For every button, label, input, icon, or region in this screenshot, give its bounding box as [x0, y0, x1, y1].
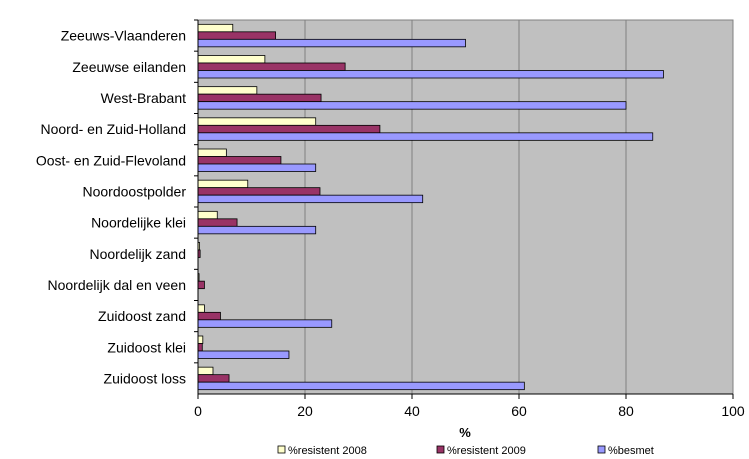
- category-label: West-Brabant: [101, 90, 186, 106]
- bar: [197, 70, 664, 79]
- bar: [197, 304, 205, 313]
- bar: [197, 179, 249, 189]
- bar: [197, 124, 381, 134]
- legend: %resistent 2008 %resistent 2009 %besmet: [277, 445, 654, 457]
- bar: [197, 62, 346, 71]
- bar: [197, 23, 234, 33]
- x-axis-title: %: [459, 425, 471, 440]
- bar: [197, 366, 214, 376]
- x-tick-label: 80: [618, 403, 634, 419]
- x-axis-ticks: 0 20 40 60 80 100: [194, 394, 745, 419]
- bar: [197, 31, 276, 40]
- legend-swatch: [436, 445, 445, 454]
- bar: [197, 225, 317, 235]
- bar: [197, 280, 205, 290]
- category-label: Noordelijk zand: [90, 246, 187, 262]
- category-label: Noord- en Zuid-Holland: [40, 121, 186, 137]
- legend-swatch: [277, 445, 286, 454]
- bar: [197, 86, 258, 95]
- bar: [197, 101, 627, 110]
- bar: [197, 132, 654, 141]
- x-tick-label: 0: [194, 403, 202, 419]
- bar: [197, 210, 218, 220]
- legend-label: %resistent 2008: [288, 445, 367, 457]
- bar: [197, 374, 230, 383]
- category-label: Zuidoost zand: [98, 308, 186, 324]
- legend-swatch: [597, 445, 606, 454]
- bar: [197, 311, 221, 321]
- category-label: Zuidoost loss: [104, 370, 186, 386]
- gridlines: [304, 20, 627, 394]
- category-label: Zuidoost klei: [107, 339, 186, 355]
- bar: [197, 187, 321, 196]
- bar: [197, 117, 317, 126]
- bar: [197, 350, 290, 359]
- bars: [194, 19, 664, 391]
- bar: [197, 93, 322, 103]
- x-tick-label: 40: [404, 403, 420, 419]
- plot-area: [197, 19, 734, 395]
- bar: [197, 335, 204, 344]
- category-label: Noordelijk dal en veen: [47, 277, 186, 293]
- bar: [197, 218, 238, 227]
- x-tick-label: 100: [721, 403, 745, 419]
- bar: [197, 156, 282, 165]
- bar: [197, 381, 525, 391]
- bar: [197, 319, 333, 328]
- x-tick-label: 20: [297, 403, 313, 419]
- legend-label: %resistent 2009: [447, 445, 526, 457]
- category-label: Zeeuws-Vlaanderen: [61, 28, 186, 44]
- bar: [197, 148, 227, 157]
- bar: [197, 163, 317, 172]
- x-tick-label: 60: [511, 403, 527, 419]
- bar: [197, 343, 203, 352]
- bar: [197, 55, 266, 64]
- bar: [197, 194, 424, 204]
- category-label: Noordoostpolder: [82, 183, 186, 199]
- category-label: Noordelijke klei: [91, 215, 186, 231]
- bar: [197, 38, 466, 48]
- category-label: Oost- en Zuid-Flevoland: [36, 152, 186, 168]
- legend-label: %besmet: [608, 445, 654, 457]
- category-labels: Zeeuws-Vlaanderen Zeeuwse eilanden West-Br…: [36, 28, 187, 387]
- category-label: Zeeuwse eilanden: [72, 59, 186, 75]
